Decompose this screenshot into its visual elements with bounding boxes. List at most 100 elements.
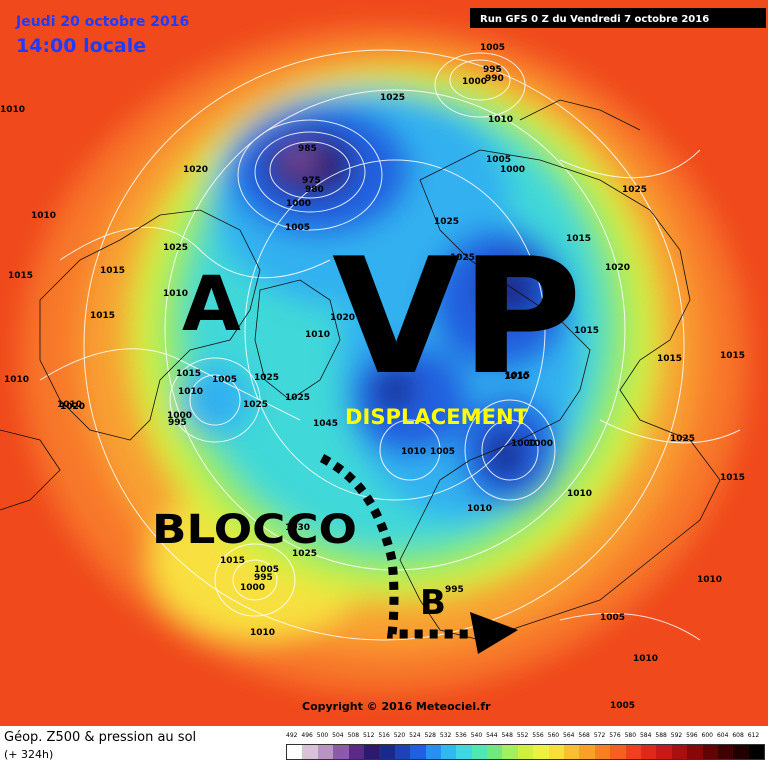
scale-swatch — [579, 745, 595, 759]
scale-label: 496 — [301, 732, 313, 739]
scale-label: 588 — [655, 732, 667, 739]
scale-label: 556 — [532, 732, 544, 739]
pressure-label: 1025 — [434, 217, 459, 227]
pressure-label: 1025 — [285, 393, 310, 403]
scale-label: 524 — [409, 732, 421, 739]
header: Jeudi 20 octobre 2016 14:00 locale Run G… — [15, 8, 766, 57]
scale-label: 572 — [593, 732, 606, 739]
scale-swatch — [302, 745, 318, 759]
scale-label: 508 — [347, 732, 360, 739]
scale-swatch — [471, 745, 488, 759]
pressure-label: 1010 — [163, 289, 188, 299]
scale-label: 532 — [439, 732, 452, 739]
pressure-label: 1005 — [430, 447, 455, 457]
scale-swatch — [748, 745, 765, 759]
weather-map: 1005 995 990 1000 1025 1010 1005 1000 98… — [0, 0, 768, 726]
scale-swatch — [394, 745, 411, 759]
scale-swatch — [410, 745, 426, 759]
pressure-label: 985 — [298, 144, 317, 154]
pressure-label: 1015 — [90, 311, 115, 321]
pressure-label: 1010 — [250, 628, 275, 638]
pressure-label: 1010 — [31, 211, 56, 221]
scale-swatch — [733, 745, 749, 759]
pressure-label: 1005 — [486, 155, 511, 165]
pressure-labels: 1005 995 990 1000 1025 1010 1005 1000 98… — [0, 43, 745, 711]
scale-swatch — [363, 745, 380, 759]
flow-arrow — [319, 454, 518, 654]
pressure-label: 1015 — [8, 271, 33, 281]
scale-label: 568 — [578, 732, 590, 739]
pressure-label: 1010 — [401, 447, 426, 457]
pressure-label: 1000 — [286, 199, 311, 209]
run-info: Run GFS 0 Z du Vendredi 7 octobre 2016 — [480, 14, 709, 25]
scale-label: 552 — [516, 732, 529, 739]
scale-label: 592 — [670, 732, 683, 739]
pressure-label: 1010 — [178, 387, 203, 397]
pressure-label: 1030 — [285, 523, 310, 533]
pressure-label: 1020 — [60, 402, 85, 412]
high-pressure-label-a: A — [182, 259, 241, 348]
pressure-label: 1010 — [567, 489, 592, 499]
scale-label: 504 — [332, 732, 344, 739]
pressure-label: 1015 — [574, 326, 599, 336]
scale-swatch — [440, 745, 457, 759]
scale-label: 512 — [362, 732, 375, 739]
pressure-label: 1010 — [504, 372, 529, 382]
isobars — [39, 49, 741, 641]
scale-swatch — [317, 745, 334, 759]
pressure-label: 1025 — [243, 400, 268, 410]
scale-swatch — [379, 745, 395, 759]
pressure-label: 1005 — [610, 701, 635, 711]
pressure-label: 1000 — [511, 439, 536, 449]
pressure-label: 1010 — [488, 115, 513, 125]
scale-label: 540 — [470, 732, 483, 739]
scale-label: 604 — [716, 732, 729, 739]
scale-swatch — [548, 745, 565, 759]
vp-label: VP — [332, 223, 582, 410]
pressure-label: 1015 — [176, 369, 201, 379]
pressure-label: 1015 — [720, 351, 745, 361]
pressure-label: 1010 — [467, 504, 492, 514]
displacement-label: DISPLACEMENT — [345, 405, 529, 429]
pressure-label: 1010 — [4, 375, 29, 385]
scale-swatch — [671, 745, 688, 759]
pressure-label: 1015 — [505, 371, 530, 381]
pressure-label: 1005 — [480, 43, 505, 53]
pressure-label: 1005 — [212, 375, 237, 385]
scale-label: 580 — [624, 732, 637, 739]
pressure-label: 975 — [302, 176, 321, 186]
pressure-label: 1015 — [657, 354, 682, 364]
scale-swatch — [333, 745, 349, 759]
scale-swatch — [456, 745, 472, 759]
pressure-label: 980 — [305, 185, 324, 195]
scale-swatch — [702, 745, 718, 759]
pressure-label: 995 — [254, 573, 273, 583]
scale-label: 596 — [686, 732, 698, 739]
pressure-label: 1010 — [633, 654, 658, 664]
pressure-label: 1010 — [0, 105, 25, 115]
pressure-label: 1025 — [380, 93, 405, 103]
scale-swatch — [610, 745, 626, 759]
pressure-label: 1005 — [285, 223, 310, 233]
scale-label: 564 — [563, 732, 575, 739]
scale-swatch — [425, 745, 441, 759]
scale-swatch — [625, 745, 641, 759]
scale-swatch — [640, 745, 657, 759]
scale-label: 492 — [286, 732, 298, 739]
pressure-label: 1025 — [163, 243, 188, 253]
pressure-label: 1000 — [240, 583, 265, 593]
pressure-label: 1000 — [528, 439, 553, 449]
scale-label: 584 — [639, 732, 652, 739]
scale-swatch — [564, 745, 580, 759]
pressure-label: 995 — [483, 65, 502, 75]
pressure-label: 1025 — [450, 253, 475, 263]
arrowhead-icon — [470, 612, 518, 654]
pressure-label: 1015 — [220, 556, 245, 566]
scale-label: 528 — [424, 732, 436, 739]
forecast-date: Jeudi 20 octobre 2016 — [15, 14, 189, 30]
scale-swatch — [517, 745, 534, 759]
pressure-label: 1020 — [605, 263, 630, 273]
pressure-label: 995 — [168, 418, 187, 428]
scale-label: 520 — [393, 732, 406, 739]
scale-label: 600 — [701, 732, 713, 739]
